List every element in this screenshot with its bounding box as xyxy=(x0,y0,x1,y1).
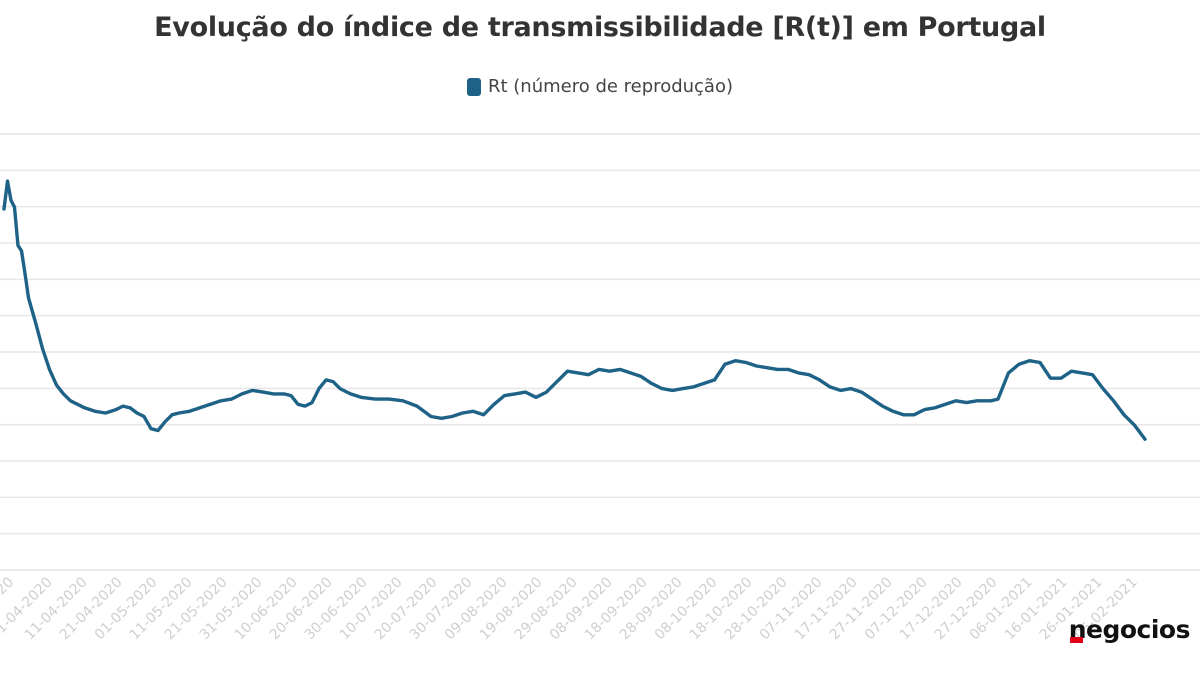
brand-logo-text: negocios xyxy=(1068,615,1191,644)
brand-logo-mark xyxy=(1069,637,1083,643)
grid-lines xyxy=(0,133,1200,571)
legend-label: Rt (número de reprodução) xyxy=(487,76,733,97)
brand-logo: negocios xyxy=(1068,615,1191,644)
legend[interactable]: Rt (número de reprodução) xyxy=(0,76,1200,97)
x-axis-tick-labels: 21-03-202001-04-202011-04-202021-04-2020… xyxy=(0,574,1141,643)
series-line-rt[interactable] xyxy=(2,179,1147,441)
legend-swatch xyxy=(466,77,481,96)
chart-title: Evolução do índice de transmissibilidade… xyxy=(154,12,1046,43)
